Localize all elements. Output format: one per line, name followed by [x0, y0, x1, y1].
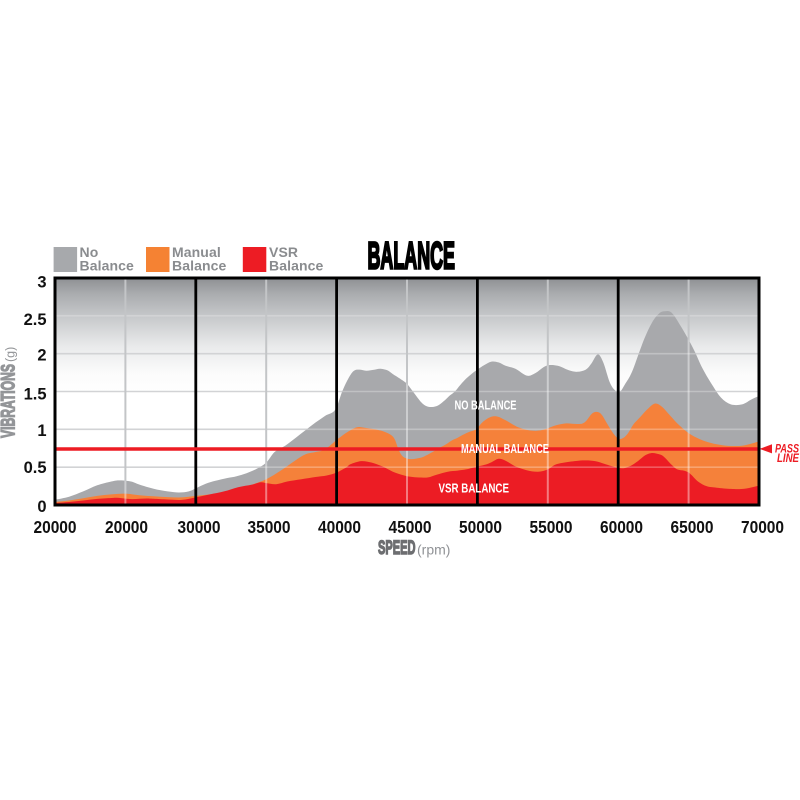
svg-text:35000: 35000	[248, 517, 291, 537]
svg-text:VSR: VSR	[269, 244, 298, 260]
svg-text:20000: 20000	[105, 517, 148, 537]
svg-text:1.5: 1.5	[24, 385, 47, 403]
svg-text:MANUAL BALANCE: MANUAL BALANCE	[461, 442, 549, 456]
svg-text:BALANCE: BALANCE	[368, 236, 456, 278]
svg-text:SPEED: SPEED	[378, 537, 416, 559]
svg-text:0: 0	[37, 498, 46, 516]
svg-text:No: No	[80, 244, 99, 260]
svg-text:VIBRATIONS: VIBRATIONS	[0, 364, 20, 438]
svg-text:50000: 50000	[459, 517, 502, 537]
svg-text:65000: 65000	[671, 517, 714, 537]
svg-text:Balance: Balance	[80, 258, 135, 274]
svg-text:30000: 30000	[178, 517, 221, 537]
svg-text:Manual: Manual	[172, 244, 221, 260]
svg-text:0.5: 0.5	[24, 459, 47, 477]
svg-text:1: 1	[37, 422, 46, 440]
svg-text:2.5: 2.5	[24, 311, 47, 329]
svg-text:55000: 55000	[530, 517, 573, 537]
svg-text:60000: 60000	[600, 517, 643, 537]
svg-text:2: 2	[37, 347, 46, 365]
svg-text:45000: 45000	[389, 517, 432, 537]
svg-text:70000: 70000	[741, 517, 784, 537]
svg-text:(g): (g)	[4, 347, 18, 362]
svg-text:VSR BALANCE: VSR BALANCE	[439, 482, 510, 496]
svg-text:3: 3	[37, 274, 46, 292]
svg-text:40000: 40000	[318, 517, 361, 537]
svg-text:LINE: LINE	[777, 453, 799, 465]
svg-text:PASS: PASS	[775, 444, 799, 456]
svg-text:(rpm): (rpm)	[417, 542, 450, 558]
svg-text:NO BALANCE: NO BALANCE	[455, 399, 517, 413]
svg-text:Balance: Balance	[172, 258, 227, 274]
svg-text:Balance: Balance	[269, 258, 324, 274]
svg-text:20000: 20000	[34, 517, 77, 537]
